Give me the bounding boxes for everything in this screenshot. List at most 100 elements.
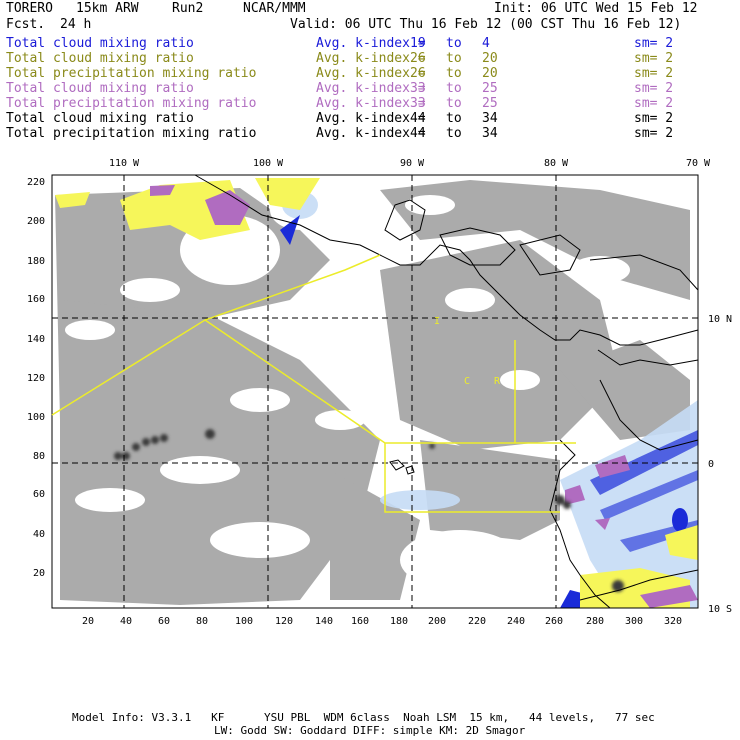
region-boundaries (51, 254, 576, 513)
x-tick: 280 (586, 616, 604, 627)
legend-from: 44 (410, 126, 426, 141)
plot-frame (51, 174, 699, 609)
x-tick: 120 (275, 616, 293, 627)
legend-to-word: to (446, 51, 462, 66)
legend-index-label: Avg. k-index = (316, 66, 426, 81)
legend-to: 34 (482, 126, 498, 141)
legend-sm: sm= 2 (634, 36, 674, 51)
y-tick: 20 (33, 568, 45, 579)
lat-label: 10 S (708, 604, 732, 615)
legend-row: Total precipitation mixing ratio Avg. k-… (6, 66, 736, 81)
physics-info: LW: Godd SW: Goddard DIFF: simple KM: 2D… (214, 724, 526, 737)
legend-field: Total cloud mixing ratio (6, 81, 194, 96)
deep-convection-cells (114, 429, 624, 592)
legend-to: 25 (482, 81, 498, 96)
legend-field: Total cloud mixing ratio (6, 36, 194, 51)
lon-label: 70 W (686, 158, 711, 169)
x-tick: 180 (390, 616, 408, 627)
legend-from: 19 (410, 36, 426, 51)
x-tick: 160 (351, 616, 369, 627)
forecast-hours: 24 h (60, 17, 92, 32)
latlon-grid (52, 175, 698, 608)
region-label: C (464, 376, 470, 387)
legend-to: 20 (482, 66, 498, 81)
x-tick: 80 (196, 616, 208, 627)
legend-sm: sm= 2 (634, 81, 674, 96)
legend-sm: sm= 2 (634, 51, 674, 66)
lat-label: 10 N (708, 314, 732, 325)
y-tick: 60 (33, 489, 45, 500)
legend-index-label: Avg. k-index = (316, 51, 426, 66)
legend-row: Total precipitation mixing ratio Avg. k-… (6, 96, 736, 111)
lon-label: 110 W (109, 158, 140, 169)
coastlines (194, 174, 699, 609)
run-label: Run2 (172, 1, 204, 16)
longitude-labels: 110 W 100 W 90 W 80 W 70 W (109, 158, 711, 169)
legend-to-word: to (446, 66, 462, 81)
y-tick: 80 (33, 451, 45, 462)
x-tick: 20 (82, 616, 94, 627)
region-labels: I C R (434, 316, 501, 387)
legend-to-word: to (446, 81, 462, 96)
model-resolution: 15km ARW (76, 1, 139, 16)
organization: NCAR/MMM (243, 1, 306, 16)
legend-from: 44 (410, 111, 426, 126)
legend-to-word: to (446, 96, 462, 111)
legend-to-word: to (446, 36, 462, 51)
x-tick: 140 (315, 616, 333, 627)
x-tick: 40 (120, 616, 132, 627)
legend-to: 4 (482, 36, 490, 51)
legend-from: 33 (410, 96, 426, 111)
legend-field: Total cloud mixing ratio (6, 51, 194, 66)
lat-label: 0 (708, 459, 714, 470)
lon-label: 90 W (400, 158, 425, 169)
x-tick: 300 (625, 616, 643, 627)
legend-from: 26 (410, 66, 426, 81)
legend-row: Total cloud mixing ratio Avg. k-index = … (6, 36, 736, 51)
model-info: Model Info: V3.3.1 KF YSU PBL WDM 6class… (72, 711, 655, 724)
y-tick: 120 (27, 373, 45, 384)
latitude-labels: 10 N 0 10 S (708, 314, 732, 615)
legend-sm: sm= 2 (634, 126, 674, 141)
x-axis-ticks: 20 40 60 80 100 120 140 160 180 200 220 … (82, 616, 682, 627)
x-tick: 220 (468, 616, 486, 627)
region-label: I (434, 316, 440, 327)
x-tick: 60 (158, 616, 170, 627)
legend-sm: sm= 2 (634, 111, 674, 126)
lon-label: 80 W (544, 158, 569, 169)
y-tick: 40 (33, 529, 45, 540)
y-tick: 100 (27, 412, 45, 423)
legend-sm: sm= 2 (634, 66, 674, 81)
y-tick: 200 (27, 216, 45, 227)
init-time: Init: 06 UTC Wed 15 Feb 12 (494, 1, 698, 16)
legend-index-label: Avg. k-index = (316, 111, 426, 126)
purple-field (150, 185, 698, 608)
legend-to: 34 (482, 111, 498, 126)
legend-field: Total cloud mixing ratio (6, 111, 194, 126)
legend-field: Total precipitation mixing ratio (6, 126, 257, 141)
clear-sky-patches (65, 190, 680, 590)
y-axis-ticks: 220 200 180 160 140 120 100 80 60 40 20 (27, 177, 45, 579)
y-tick: 180 (27, 256, 45, 267)
forecast-label: Fcst. (6, 17, 46, 32)
x-tick: 260 (545, 616, 563, 627)
legend-to: 20 (482, 51, 498, 66)
legend-to-word: to (446, 111, 462, 126)
legend-from: 26 (410, 51, 426, 66)
legend-index-label: Avg. k-index = (316, 81, 426, 96)
x-tick: 200 (428, 616, 446, 627)
legend-row: Total precipitation mixing ratio Avg. k-… (6, 126, 736, 141)
lon-label: 100 W (253, 158, 284, 169)
y-tick: 160 (27, 294, 45, 305)
legend-row: Total cloud mixing ratio Avg. k-index = … (6, 81, 736, 96)
legend-index-label: Avg. k-index = (316, 36, 426, 51)
x-tick: 240 (507, 616, 525, 627)
legend-field: Total precipitation mixing ratio (6, 66, 257, 81)
legend-to-word: to (446, 126, 462, 141)
legend-index-label: Avg. k-index = (316, 126, 426, 141)
legend-sm: sm= 2 (634, 96, 674, 111)
x-tick: 100 (235, 616, 253, 627)
legend-index-label: Avg. k-index = (316, 96, 426, 111)
legend-from: 33 (410, 81, 426, 96)
